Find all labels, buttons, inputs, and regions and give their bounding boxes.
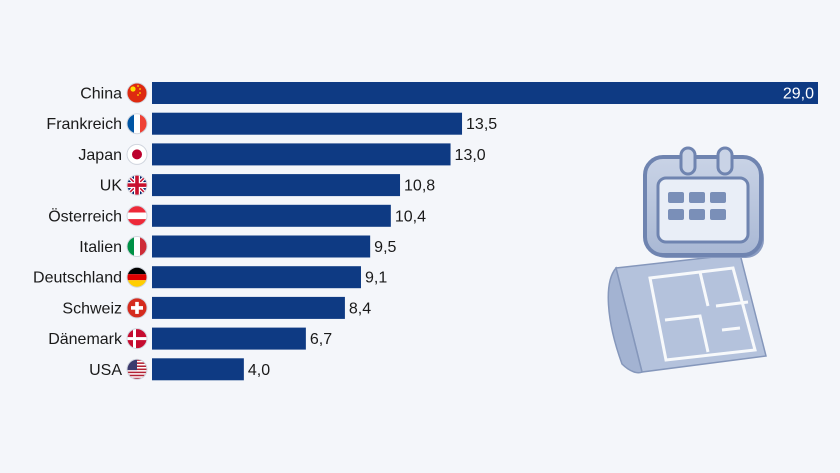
bar (152, 358, 244, 381)
data-label: 10,8 (404, 178, 435, 195)
flag-austria-icon (126, 205, 148, 227)
category-label: Italien (79, 239, 122, 256)
bar (152, 266, 361, 289)
flag-switzerland-icon (126, 297, 148, 319)
data-label: 10,4 (395, 208, 426, 225)
data-label: 13,5 (466, 116, 497, 133)
category-label: China (80, 86, 122, 103)
category-label: Dänemark (48, 331, 123, 348)
data-label: 6,7 (310, 331, 332, 348)
bar-row: Italien 9,5 (79, 235, 397, 258)
bar (152, 235, 371, 258)
bar (152, 296, 345, 319)
bar (152, 143, 451, 166)
data-label: 4,0 (248, 362, 270, 379)
data-label: 8,4 (349, 300, 371, 317)
bars-layer: China 29,0 Frankreich 13,5 Japan 13,0 UK 10,8 Ös… (33, 82, 818, 381)
category-label: Frankreich (46, 116, 122, 133)
category-label: USA (89, 362, 122, 379)
flag-usa-icon (126, 358, 148, 380)
category-label: Schweiz (62, 300, 122, 317)
flag-italy-icon (126, 236, 148, 257)
flag-denmark-icon (126, 328, 148, 350)
category-label: Japan (78, 147, 122, 164)
flag-uk-icon (126, 174, 148, 196)
bar (152, 82, 818, 104)
bar-row: Frankreich 13,5 (46, 112, 497, 135)
data-label: 13,0 (455, 147, 486, 164)
bar-row: China 29,0 (80, 82, 818, 104)
bar (152, 174, 401, 197)
category-label: Deutschland (33, 270, 122, 287)
bar-row: Schweiz 8,4 (62, 296, 371, 319)
data-label: 29,0 (783, 86, 814, 103)
category-label: Österreich (48, 207, 122, 225)
bar-row: Dänemark 6,7 (48, 327, 332, 350)
flag-germany-icon (126, 266, 148, 288)
flag-france-icon (126, 113, 148, 135)
bar (152, 327, 306, 350)
bar-row: Österreich 10,4 (48, 204, 426, 227)
bar-row: USA 4,0 (89, 358, 270, 381)
data-label: 9,5 (374, 239, 396, 256)
flag-china-icon (126, 82, 148, 104)
flag-japan-icon (126, 143, 148, 165)
calendar-icon (643, 146, 764, 258)
bar-row: UK 10,8 (100, 174, 435, 197)
category-label: UK (100, 178, 123, 195)
data-label: 9,1 (365, 270, 387, 287)
bar (152, 204, 391, 227)
floor-plan-icon (607, 253, 767, 374)
bar (152, 112, 463, 135)
bar-row: Japan 13,0 (78, 143, 486, 166)
bar-row: Deutschland 9,1 (33, 266, 387, 289)
